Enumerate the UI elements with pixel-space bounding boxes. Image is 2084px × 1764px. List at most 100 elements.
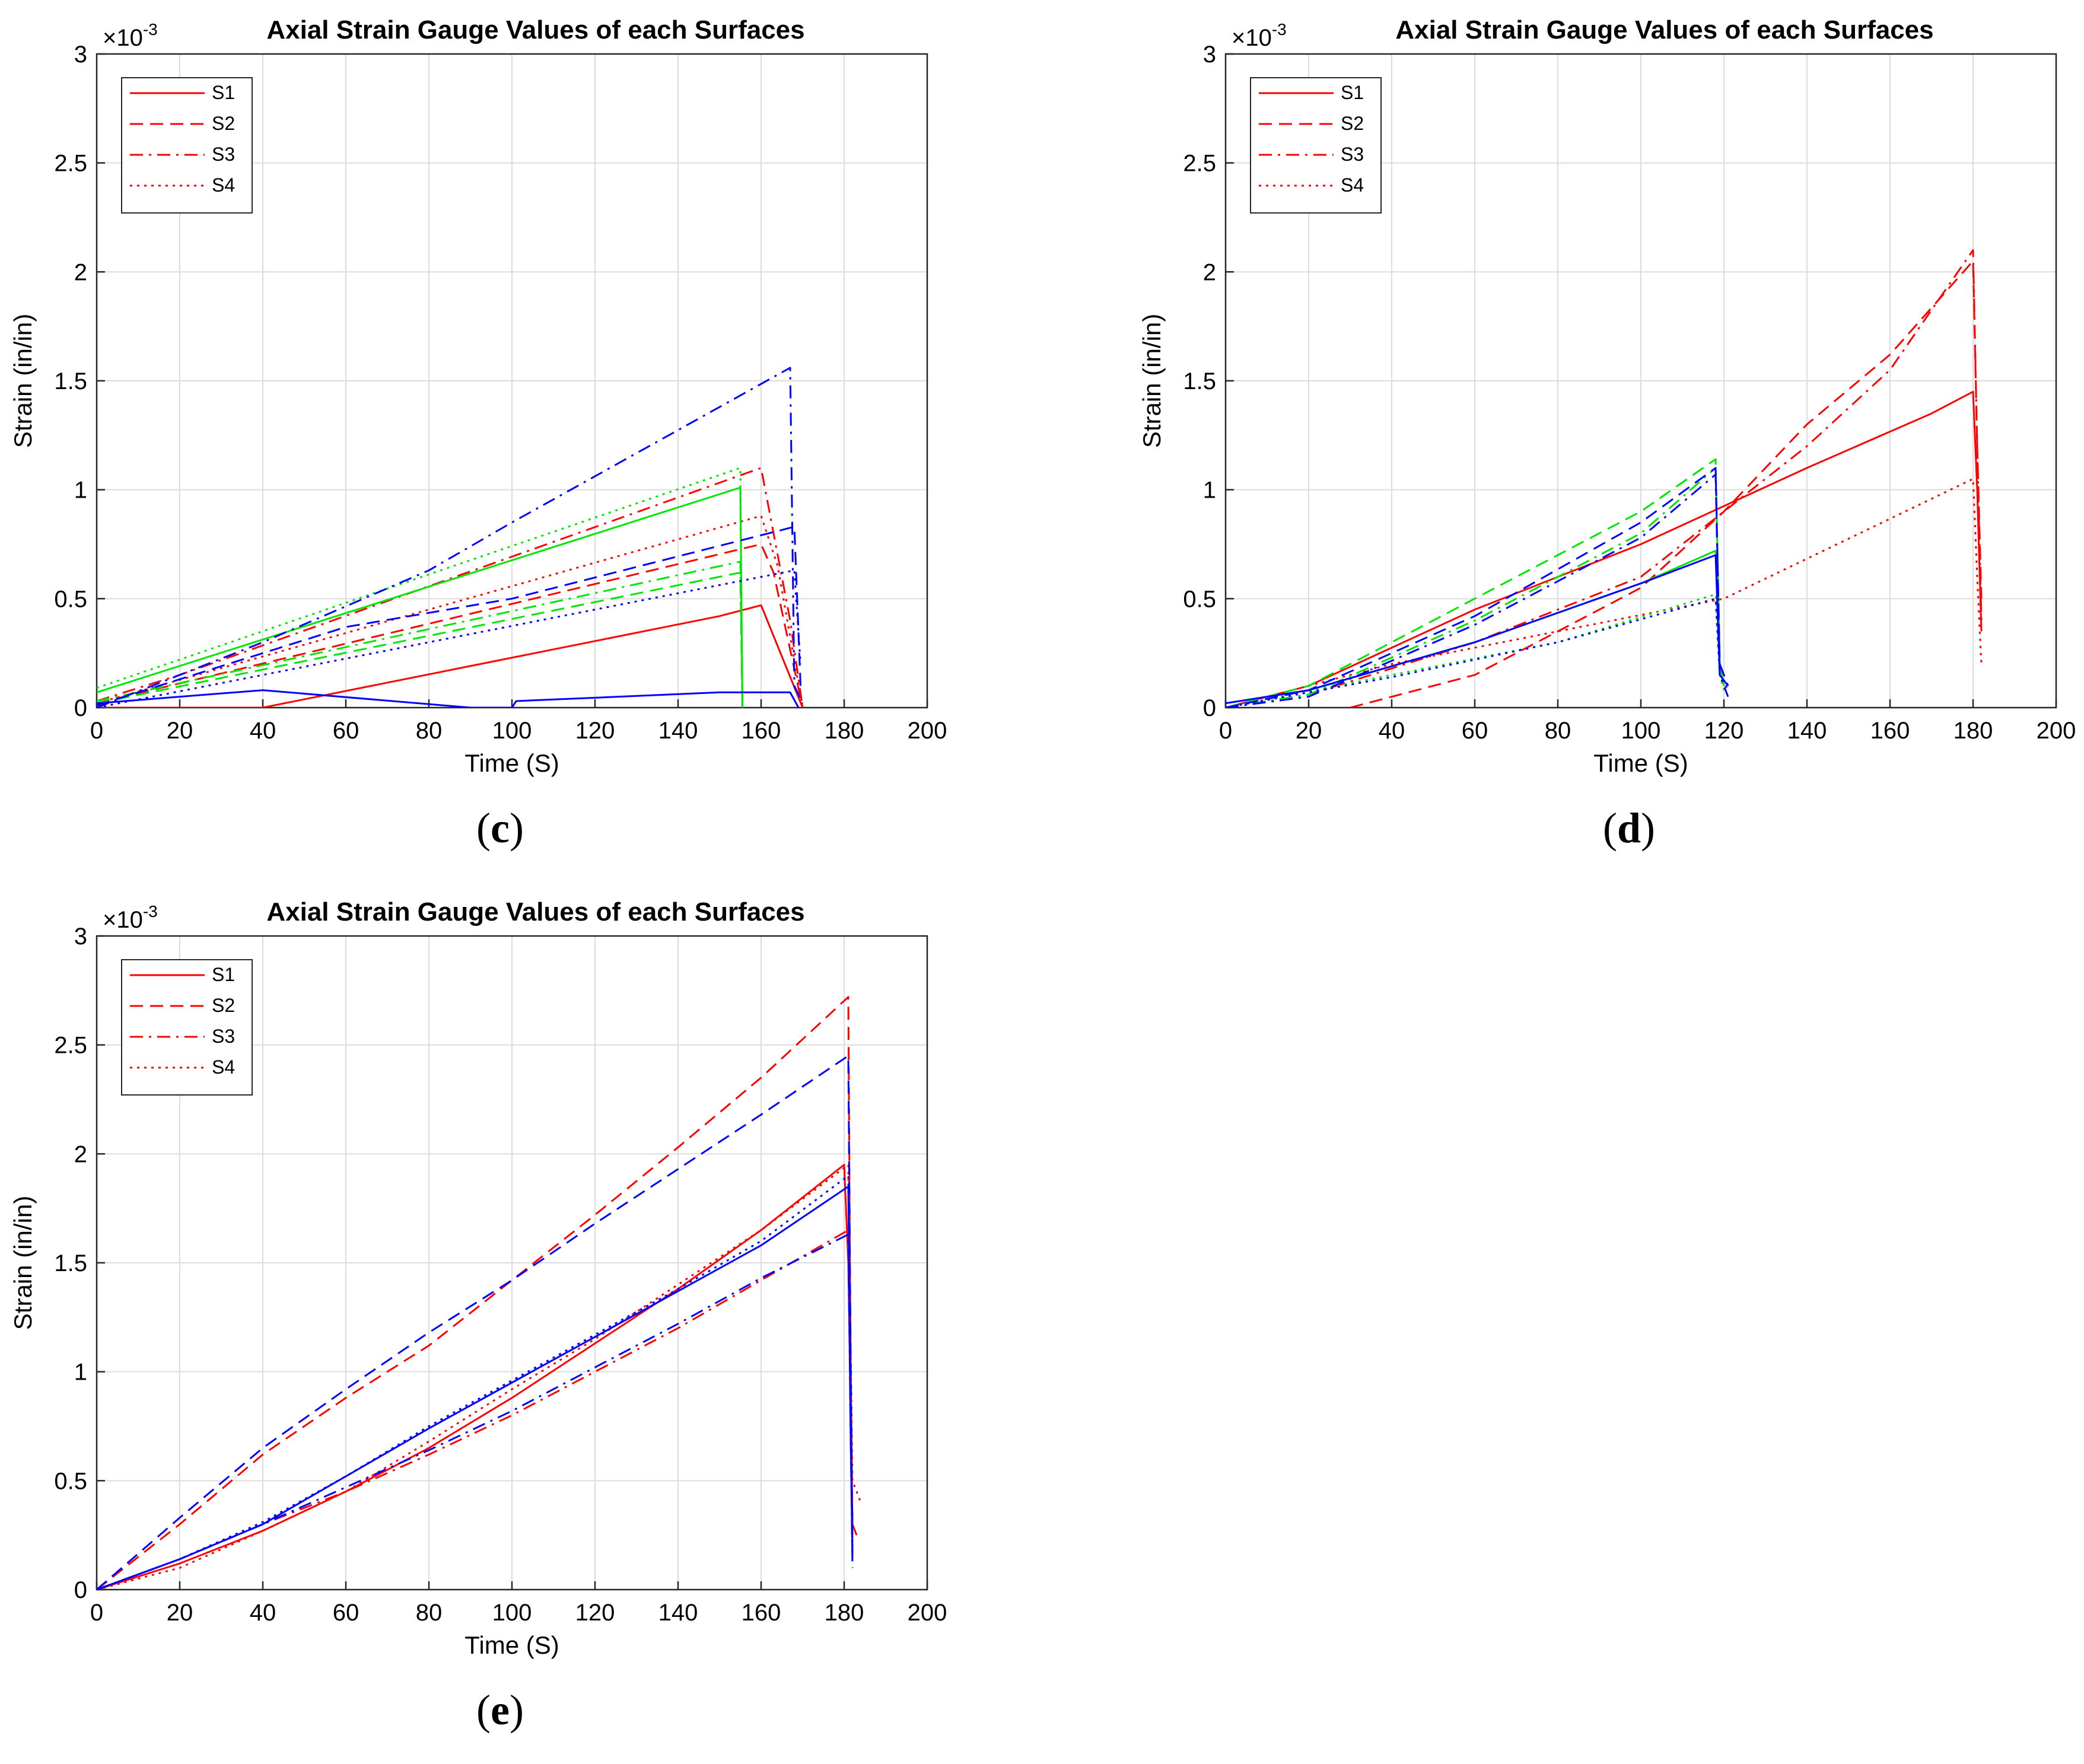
y-tick-label: 0.5	[54, 586, 87, 612]
x-tick-label: 60	[1462, 718, 1488, 744]
x-tick-label: 200	[908, 1600, 947, 1626]
series-blue-s3	[97, 367, 804, 708]
series-blue-s1	[97, 1185, 854, 1590]
x-tick-label: 180	[1953, 718, 1993, 744]
y-tick-label: 3	[74, 42, 87, 68]
legend-label-s1: S1	[1341, 82, 1364, 103]
x-tick-label: 80	[416, 718, 443, 744]
y-tick-label: 2.5	[54, 151, 87, 177]
series-group	[97, 367, 804, 708]
x-tick-label: 40	[250, 1600, 276, 1626]
y-tick-label: 2	[74, 1141, 87, 1167]
legend-label-s2: S2	[212, 113, 235, 134]
series-red-s4	[1226, 477, 1983, 708]
x-tick-label: 0	[90, 1600, 103, 1626]
series-red-s2	[97, 543, 804, 708]
series-red-s1	[97, 1164, 858, 1590]
series-green-s2	[97, 571, 743, 708]
x-tick-label: 20	[167, 1600, 193, 1626]
y-tick-label: 0.5	[1183, 586, 1216, 612]
series-blue-s2	[97, 1055, 854, 1590]
y-tick-label: 2.5	[1183, 151, 1216, 177]
y-exponent-label: ×10-3	[1232, 20, 1287, 51]
x-tick-label: 160	[742, 718, 781, 744]
x-tick-label: 180	[825, 1600, 864, 1626]
chart-e: 0 20 40 60 80 100 120 140 160 180 200 0 0.5 1 1.5 2 2.5 3…	[9, 897, 947, 1734]
x-tick-label: 60	[333, 1600, 359, 1626]
legend-label-s3: S3	[1341, 144, 1364, 165]
series-blue-s3	[1226, 473, 1729, 708]
series-blue-s4	[1226, 597, 1729, 708]
y-tick-label: 2.5	[54, 1033, 87, 1059]
legend-box	[121, 959, 253, 1096]
legend-label-s3: S3	[212, 1026, 235, 1047]
legend: S1 S2 S3 S4	[121, 77, 253, 214]
x-axis-label: Time (S)	[464, 749, 559, 777]
series-blue-s2	[97, 526, 801, 706]
series-red-s2	[97, 996, 854, 1590]
legend-box	[121, 77, 253, 214]
legend: S1 S2 S3 S4	[121, 959, 253, 1096]
y-tick-label: 0	[1203, 695, 1216, 721]
x-tick-label: 120	[575, 1600, 615, 1626]
x-tick-label: 100	[492, 718, 532, 744]
y-tick-label: 2	[1203, 259, 1216, 285]
x-tick-label: 60	[333, 718, 359, 744]
series-green-s4	[1226, 593, 1725, 708]
x-axis-label: Time (S)	[1593, 749, 1688, 777]
legend-label-s1: S1	[212, 964, 235, 985]
legend: S1 S2 S3 S4	[1250, 77, 1382, 214]
y-tick-label: 3	[1203, 42, 1216, 68]
y-tick-label: 1.5	[1183, 368, 1216, 394]
y-axis-label: Strain (in/in)	[9, 1196, 37, 1330]
legend-label-s1: S1	[212, 82, 235, 103]
x-tick-label: 140	[1787, 718, 1827, 744]
x-axis-label: Time (S)	[464, 1631, 559, 1659]
legend-label-s3: S3	[212, 144, 235, 165]
legend-label-s2: S2	[1341, 113, 1364, 134]
x-tick-label: 20	[1296, 718, 1322, 744]
x-tick-label: 40	[250, 718, 276, 744]
panel-label-d: (d)	[1603, 804, 1655, 852]
x-tick-label: 40	[1379, 718, 1405, 744]
legend-label-s4: S4	[212, 174, 235, 196]
x-tick-label: 140	[658, 1600, 698, 1626]
panel-label-c: (c)	[476, 804, 524, 852]
series-red-s4	[97, 515, 804, 708]
y-tick-label: 0	[74, 695, 87, 721]
series-red-s4	[97, 1164, 862, 1590]
legend-label-s4: S4	[212, 1056, 235, 1078]
series-red-s2	[1350, 260, 1983, 708]
series-red-s3	[1226, 249, 1983, 708]
legend-box	[1250, 77, 1382, 214]
x-tick-label: 200	[2037, 718, 2076, 744]
y-tick-label: 1	[1203, 477, 1216, 504]
chart-d: 0 20 40 60 80 100 120 140 160 180 200 0 0.5 1 1.5 2 2.5 3…	[1138, 15, 2076, 852]
y-tick-label: 1.5	[54, 1250, 87, 1276]
series-blue-s1	[97, 689, 800, 708]
legend-label-s2: S2	[212, 995, 235, 1016]
series-blue-s4	[97, 1174, 854, 1590]
chart-title: Axial Strain Gauge Values of each Surfac…	[266, 897, 804, 926]
series-blue-s4	[97, 569, 801, 708]
y-exponent-label: ×10-3	[103, 902, 158, 933]
series-group	[97, 996, 862, 1590]
legend-label-s4: S4	[1341, 174, 1364, 196]
series-green-s4	[97, 467, 743, 708]
y-tick-label: 2	[74, 259, 87, 285]
y-tick-label: 3	[74, 924, 87, 950]
chart-title: Axial Strain Gauge Values of each Surfac…	[266, 15, 804, 44]
x-tick-label: 120	[1704, 718, 1744, 744]
x-tick-label: 0	[1219, 718, 1232, 744]
y-tick-label: 0.5	[54, 1468, 87, 1494]
series-blue-s2	[1226, 467, 1729, 708]
y-tick-label: 1.5	[54, 368, 87, 394]
x-tick-label: 0	[90, 718, 103, 744]
x-tick-label: 140	[658, 718, 698, 744]
x-tick-label: 100	[1621, 718, 1661, 744]
x-tick-label: 160	[742, 1600, 781, 1626]
x-tick-label: 80	[416, 1600, 443, 1626]
y-tick-label: 1	[74, 1359, 87, 1386]
x-tick-label: 180	[825, 718, 864, 744]
y-exponent-label: ×10-3	[103, 20, 158, 51]
